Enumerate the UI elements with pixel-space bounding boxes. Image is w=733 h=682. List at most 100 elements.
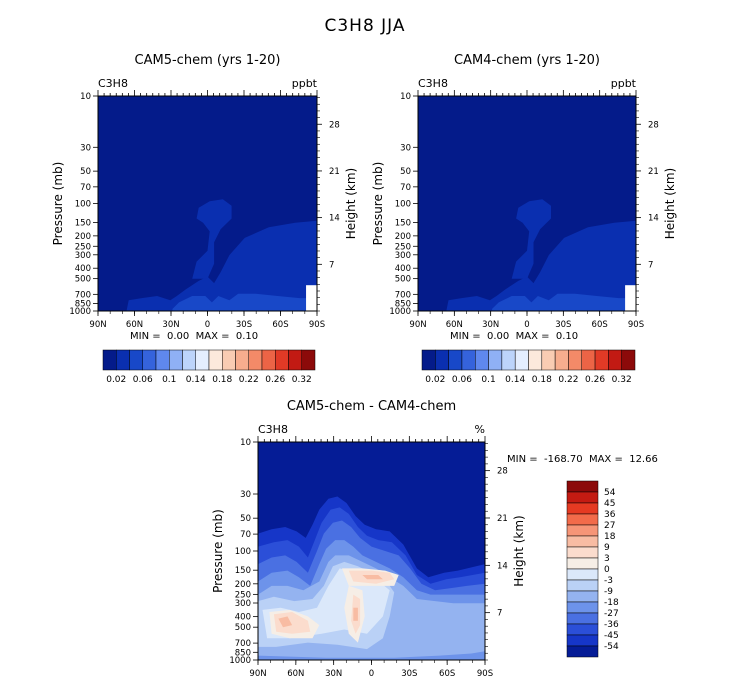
min-max-text: MIN = 0.00 MAX = 0.10 [450,331,578,342]
colorbar-box [554,349,569,371]
colorbar-label: 0.18 [532,375,552,385]
min-label: MIN = [130,331,161,342]
x-tick-label: 60N [446,320,463,330]
colorbar-label: 0.1 [481,375,495,385]
colorbar-label: -45 [604,631,619,641]
figure-title: C3H8 JJA [324,16,405,36]
y-tick-label: 30 [240,490,251,500]
colorbar-box [568,349,582,371]
y-tick-label: 700 [395,290,411,300]
colorbar-box [608,349,622,371]
right-string: % [475,423,485,436]
colorbar-box [275,349,289,371]
x-tick-label: 90N [89,320,106,330]
y-tick-label: 500 [235,623,251,633]
colorbar-label: -27 [604,609,619,619]
colorbar-label: 0.32 [292,375,312,385]
y2-tick-label: 21 [497,514,508,524]
y2-tick-label: 14 [648,214,659,224]
x-tick-label: 60N [126,320,143,330]
contour-0.06-region [492,293,630,311]
colorbar-box [566,645,599,658]
left-string: C3H8 [258,423,288,436]
y2-tick-label: 7 [497,609,502,619]
panel-diff: CAM5-chem - CAM4-chem C3H8 % 90N 60N 30N 0 30S 6… [211,399,658,679]
y-axis-title: Pressure (mb) [371,162,385,246]
y-tick-label: 150 [395,218,411,228]
colorbar-box [528,349,543,371]
x-tick-label: 90N [409,320,426,330]
y-axis-title: Pressure (mb) [51,162,65,246]
contour-0.02-plume [511,199,551,279]
x-tick-label: 90S [309,320,325,330]
x-tick-label: 60S [439,669,455,679]
colorbar-label: 0 [604,565,610,575]
colorbar-box [235,349,249,371]
y2-tick-label: 14 [497,561,508,571]
y-tick-label: 850 [235,648,251,658]
y-tick-label: 700 [235,639,251,649]
diff-level-18-column [353,607,358,621]
y-tick-label: 200 [75,232,91,242]
colorbar-box [514,349,529,371]
y-tick-label: 1000 [69,307,91,317]
x-tick-label: 30S [555,320,571,330]
colorbar-box [102,349,117,371]
min-value: -168.70 [544,454,583,465]
colorbar-box [566,480,599,493]
terrain-mask-2 [312,298,317,311]
y-tick-label: 200 [395,232,411,242]
y2-tick-label: 28 [648,120,659,130]
colorbar-label: 0.22 [239,375,259,385]
max-value: 0.10 [236,331,258,342]
max-label: MAX = [589,454,623,465]
x-tick-label: 30S [401,669,417,679]
colorbar-box [421,349,436,371]
colorbar-label: 0.02 [425,375,445,385]
colorbar-label: -3 [604,576,613,586]
colorbar-label: 0.26 [585,375,605,385]
y-tick-label: 10 [240,438,251,448]
colorbar-label: 0.06 [452,375,472,385]
y-tick-label: 70 [80,183,91,193]
y2-tick-label: 14 [329,214,340,224]
y-tick-label: 30 [80,143,91,153]
colorbar-label: -36 [604,620,619,630]
colorbar-box [116,349,130,371]
colorbar-box [182,349,196,371]
max-label: MAX = [516,331,550,342]
y2-axis-title: Height (km) [512,515,526,586]
diff-level-18 [278,616,293,628]
colorbar-label: 18 [604,532,616,542]
x-tick-label: 60S [272,320,288,330]
panel-title: CAM4-chem (yrs 1-20) [454,53,600,68]
panel-cam4: CAM4-chem (yrs 1-20) C3H8 ppbt 90N 60N 30N 0 30… [371,53,677,385]
colorbar-box [594,349,609,371]
max-value: 12.66 [629,454,658,465]
colorbar-label: 0.26 [265,375,285,385]
y2-axis-title: Height (km) [344,168,358,239]
colorbar-box [566,513,599,526]
colorbar-box [488,349,503,371]
colorbar-box [566,612,599,625]
min-value: 0.00 [167,331,189,342]
colorbar-box [566,579,599,592]
colorbar-box [566,557,599,570]
colorbar-box [155,349,170,371]
y-tick-label: 10 [400,92,411,102]
min-label: MIN = [450,331,481,342]
y-tick-label: 1000 [389,307,411,317]
colorbar-box [566,524,599,537]
colorbar-box [581,349,596,371]
colorbar-label: 45 [604,499,615,509]
colorbar-box [566,535,599,548]
y-tick-label: 700 [75,290,91,300]
y-tick-label: 850 [75,299,91,309]
y2-tick-label: 21 [648,167,659,177]
y-tick-label: 200 [235,580,251,590]
colorbar-box [169,349,183,371]
y-tick-label: 10 [80,92,91,102]
colorbar-box [566,623,599,636]
colorbar-label: 0.02 [106,375,126,385]
